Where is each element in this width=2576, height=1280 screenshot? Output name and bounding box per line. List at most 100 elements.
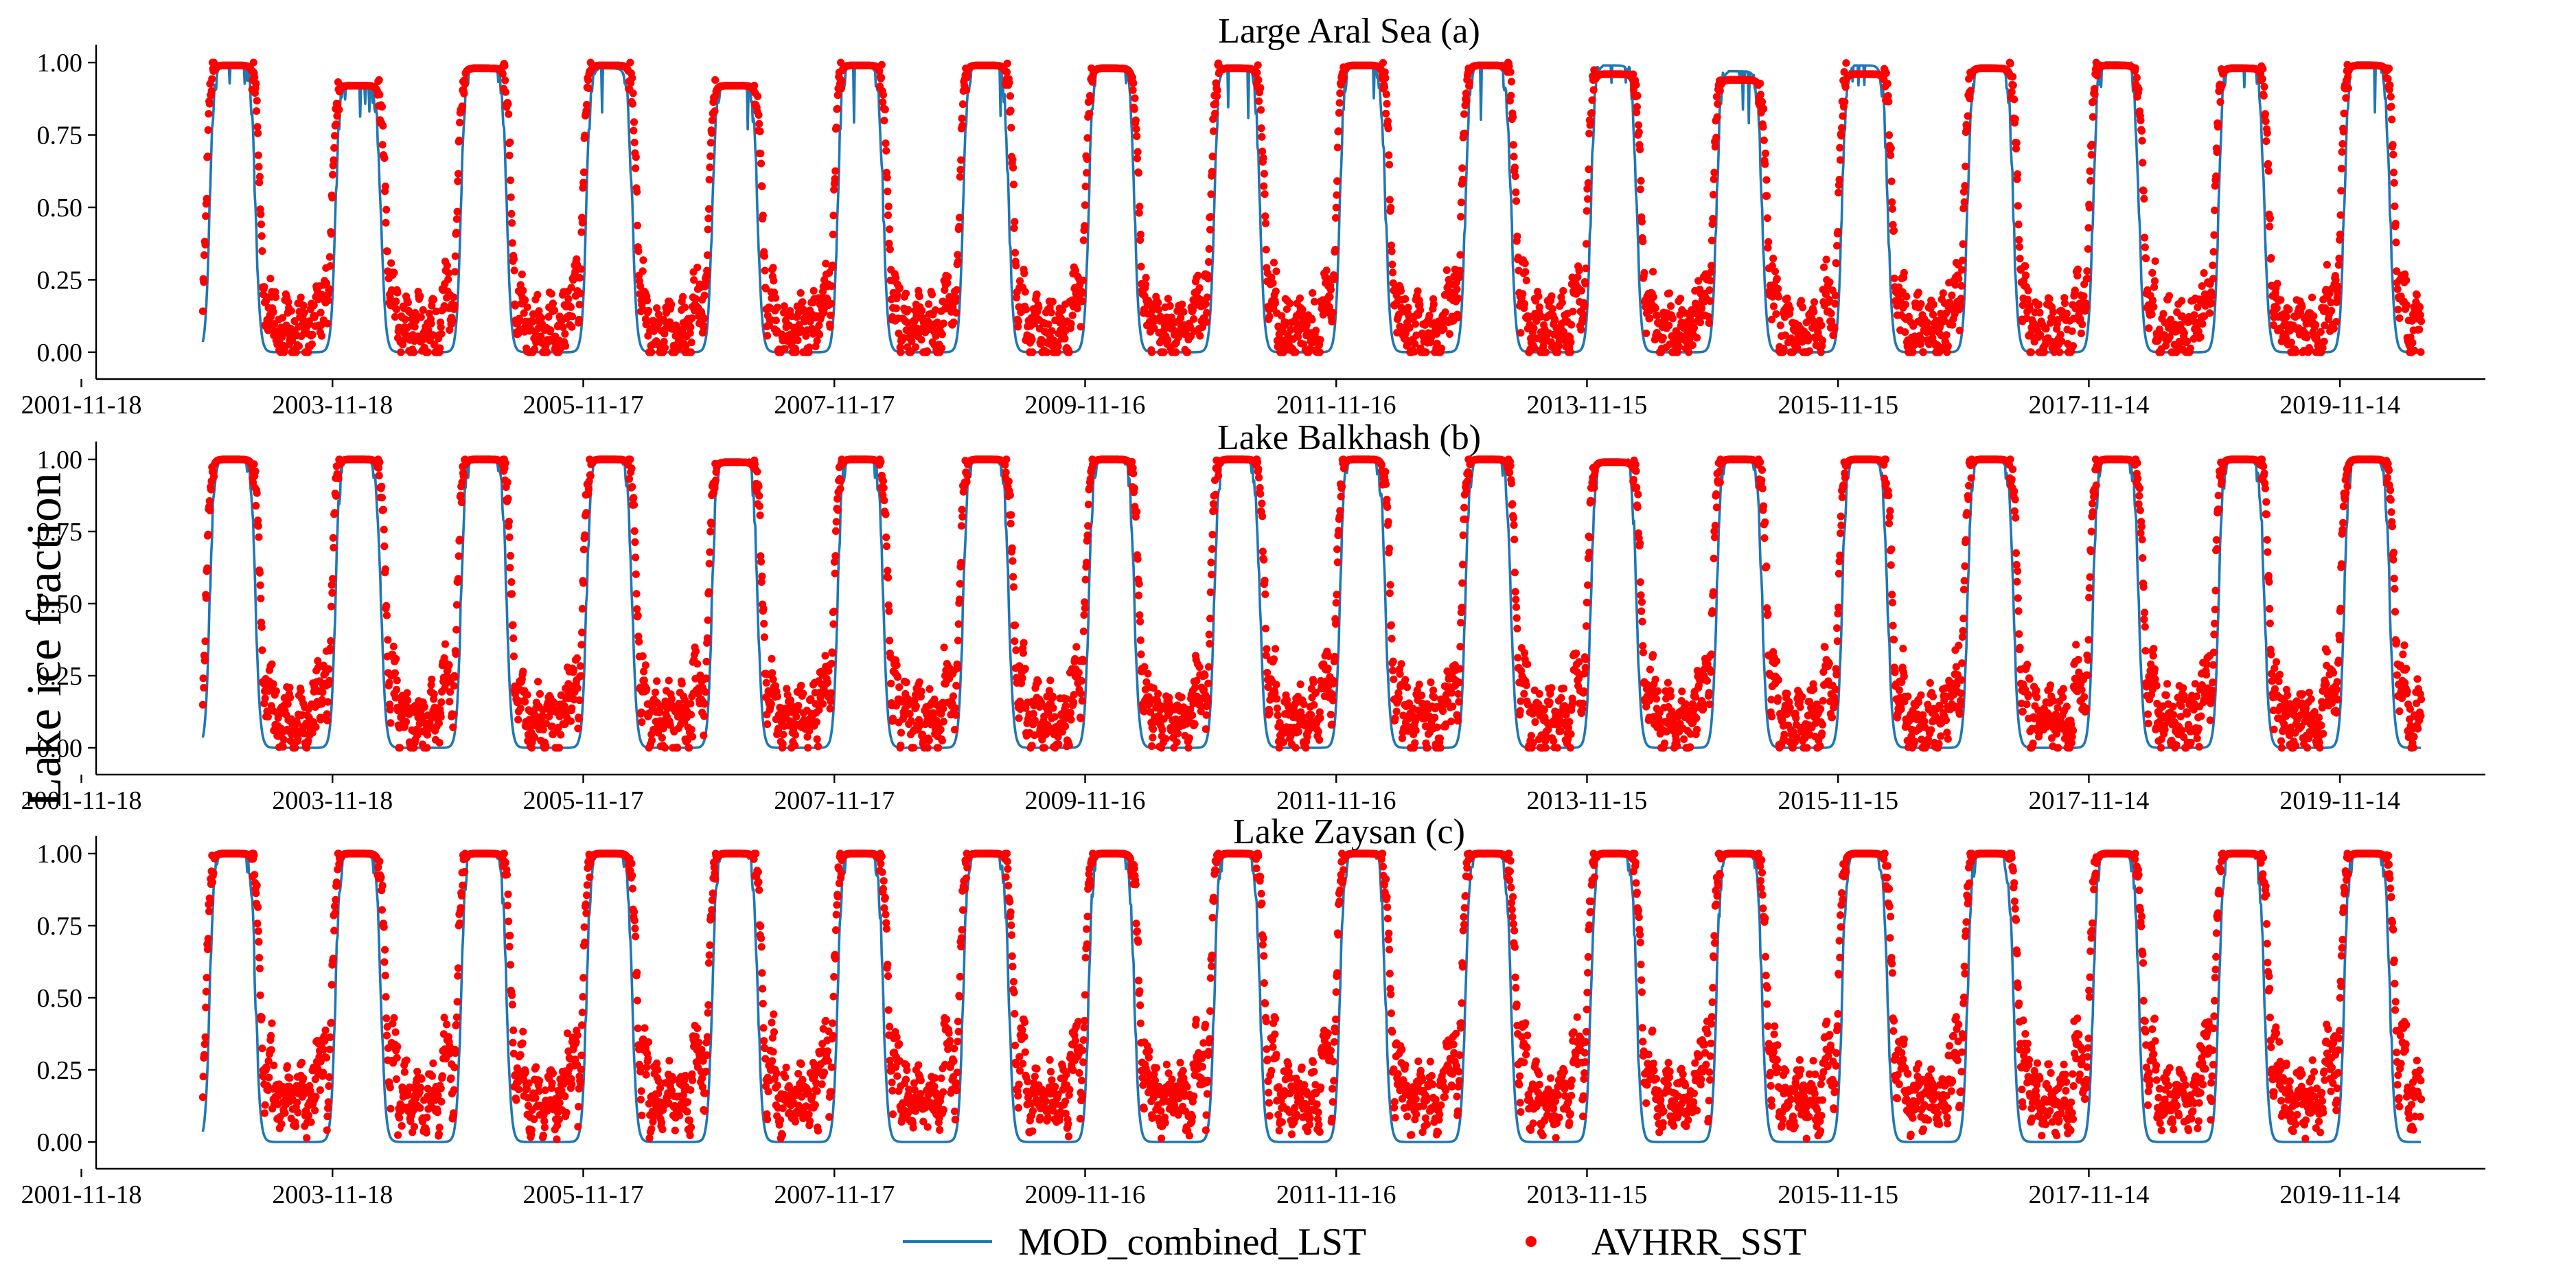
series-point-avhrr-sst	[2198, 320, 2207, 328]
series-point-avhrr-sst	[251, 73, 259, 82]
series-point-avhrr-sst	[1837, 132, 1845, 140]
series-point-avhrr-sst	[584, 76, 593, 84]
series-point-avhrr-sst	[1383, 100, 1391, 108]
series-point-avhrr-sst	[323, 319, 332, 328]
series-point-avhrr-sst	[1012, 262, 1020, 270]
series-point-avhrr-sst	[1637, 176, 1645, 185]
series-point-avhrr-sst	[711, 107, 719, 115]
series-point-avhrr-sst	[1385, 161, 1394, 169]
series-point-avhrr-sst	[1259, 154, 1267, 162]
series-point-avhrr-sst	[205, 100, 214, 108]
x-tick-label: 2005-11-17	[523, 391, 644, 420]
series-point-avhrr-sst	[1328, 317, 1336, 325]
series-point-avhrr-sst	[505, 151, 514, 159]
series-point-avhrr-sst	[1335, 127, 1343, 135]
series-point-avhrr-sst	[2208, 292, 2216, 300]
series-point-avhrr-sst	[2320, 337, 2328, 345]
series-point-avhrr-sst	[257, 210, 265, 218]
series-point-avhrr-sst	[2021, 262, 2029, 271]
series-point-avhrr-sst	[1582, 264, 1590, 273]
series-point-avhrr-sst	[498, 69, 507, 78]
series-point-avhrr-sst	[451, 268, 459, 276]
series-point-avhrr-sst	[509, 255, 518, 263]
series-point-avhrr-sst	[207, 485, 215, 494]
series-point-avhrr-sst	[1065, 348, 1073, 356]
series-point-avhrr-sst	[1887, 151, 1895, 159]
series-point-avhrr-sst	[1429, 300, 1438, 308]
series-point-avhrr-sst	[432, 307, 440, 316]
series-point-avhrr-sst	[816, 330, 824, 339]
series-point-avhrr-sst	[452, 215, 461, 223]
series-point-avhrr-sst	[829, 230, 837, 238]
series-point-avhrr-sst	[918, 306, 926, 315]
series-point-avhrr-sst	[1665, 321, 1673, 330]
series-point-avhrr-sst	[1831, 299, 1839, 308]
series-point-avhrr-sst	[700, 315, 709, 323]
series-point-avhrr-sst	[578, 218, 586, 227]
series-point-avhrr-sst	[1711, 143, 1719, 151]
series-point-avhrr-sst	[952, 286, 961, 294]
series-point-avhrr-sst	[1460, 129, 1469, 137]
series-point-avhrr-sst	[258, 646, 266, 654]
series-point-avhrr-sst	[2213, 148, 2221, 157]
series-point-avhrr-sst	[815, 321, 823, 330]
series-point-avhrr-sst	[1147, 348, 1156, 356]
series-point-avhrr-sst	[1315, 348, 1324, 356]
series-point-avhrr-sst	[711, 76, 720, 84]
series-point-avhrr-sst	[1509, 141, 1517, 149]
series-point-avhrr-sst	[884, 211, 893, 219]
series-point-avhrr-sst	[1048, 297, 1057, 306]
series-point-avhrr-sst	[758, 182, 766, 190]
series-point-avhrr-sst	[1919, 348, 1927, 356]
series-point-avhrr-sst	[2196, 333, 2205, 341]
series-point-avhrr-sst	[327, 229, 336, 238]
series-point-avhrr-sst	[2089, 98, 2097, 106]
series-point-avhrr-sst	[1589, 86, 1598, 94]
series-point-avhrr-sst	[2036, 308, 2044, 317]
series-point-avhrr-sst	[809, 286, 818, 295]
series-point-avhrr-sst	[443, 262, 451, 270]
series-point-avhrr-sst	[1799, 304, 1807, 312]
series-point-avhrr-sst	[251, 467, 260, 476]
series-point-avhrr-sst	[1326, 293, 1334, 301]
series-point-avhrr-sst	[1257, 124, 1265, 133]
series-point-avhrr-sst	[1456, 251, 1464, 259]
series-point-avhrr-sst	[1133, 132, 1141, 140]
series-point-avhrr-sst	[1966, 87, 1975, 95]
series-point-avhrr-sst	[954, 258, 963, 266]
series-point-avhrr-sst	[253, 123, 262, 131]
series-point-avhrr-sst	[1006, 92, 1014, 100]
series-point-avhrr-sst	[335, 106, 343, 114]
series-point-avhrr-sst	[1048, 327, 1056, 335]
series-point-avhrr-sst	[1164, 295, 1172, 303]
series-point-avhrr-sst	[452, 229, 461, 237]
series-point-avhrr-sst	[829, 212, 838, 220]
series-point-avhrr-sst	[1917, 300, 1925, 308]
series-point-avhrr-sst	[763, 332, 772, 340]
series-point-avhrr-sst	[1460, 110, 1469, 118]
series-point-avhrr-sst	[2344, 73, 2352, 81]
series-point-avhrr-sst	[2210, 231, 2218, 239]
series-point-avhrr-sst	[1944, 342, 1952, 350]
series-point-avhrr-sst	[2145, 324, 2153, 332]
series-point-avhrr-sst	[833, 104, 842, 113]
series-point-avhrr-sst	[1194, 271, 1202, 279]
series-point-avhrr-sst	[1141, 280, 1149, 288]
series-point-avhrr-sst	[1705, 319, 1713, 327]
series-point-avhrr-sst	[206, 506, 214, 515]
series-point-avhrr-sst	[550, 306, 559, 315]
series-point-avhrr-sst	[2137, 116, 2145, 124]
series-point-avhrr-sst	[508, 239, 516, 247]
series-point-avhrr-sst	[317, 308, 325, 317]
series-point-avhrr-sst	[1885, 98, 1893, 106]
series-point-avhrr-sst	[424, 326, 433, 334]
series-point-avhrr-sst	[770, 277, 778, 285]
series-point-avhrr-sst	[944, 273, 952, 281]
series-point-avhrr-sst	[1512, 188, 1520, 196]
series-point-avhrr-sst	[547, 290, 555, 298]
series-point-avhrr-sst	[2178, 297, 2186, 305]
series-point-avhrr-sst	[1632, 80, 1640, 89]
series-point-avhrr-sst	[706, 163, 714, 172]
series-point-avhrr-sst	[507, 209, 516, 218]
